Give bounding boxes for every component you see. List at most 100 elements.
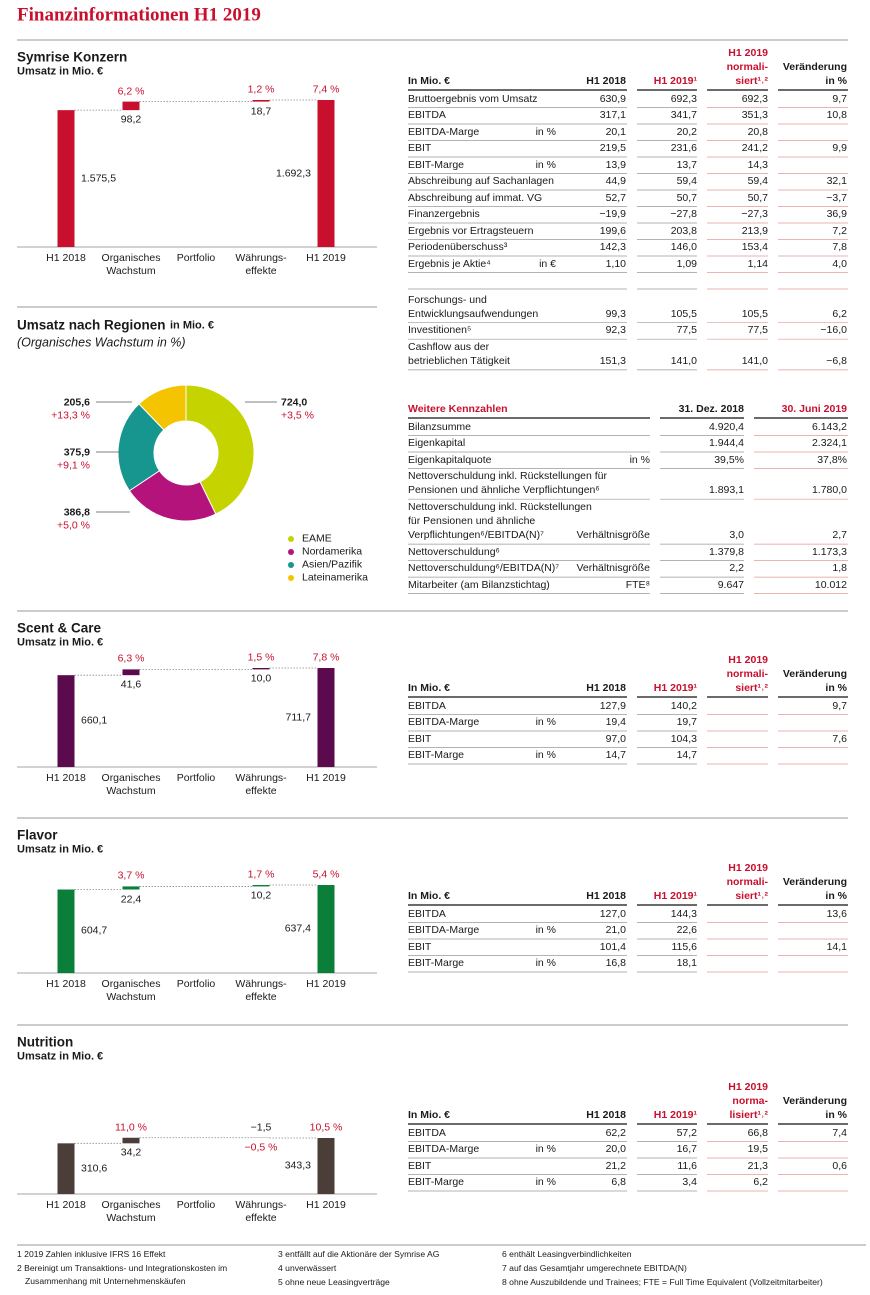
cell-value: 351,3 bbox=[741, 109, 768, 121]
cell-value: 14,7 bbox=[676, 749, 697, 761]
section-heading: Umsatz nach Regionen bbox=[17, 317, 166, 333]
footnote: 7 auf das Gesamtjahr umgerechnete EBITDA… bbox=[502, 1263, 687, 1273]
cell-value: 14,1 bbox=[826, 940, 847, 953]
value-label: 343,3 bbox=[284, 1159, 311, 1172]
cell-value: 57,2 bbox=[676, 1126, 697, 1139]
cell-value: 213,9 bbox=[741, 224, 768, 237]
x-category-label: H1 2019 bbox=[306, 1199, 346, 1211]
row-label: EBIT-Marge bbox=[408, 1176, 465, 1188]
cell-value: 105,5 bbox=[670, 307, 697, 320]
cell-value: 241,2 bbox=[741, 142, 768, 154]
donut-slice bbox=[185, 384, 255, 515]
section-heading: Nutrition bbox=[17, 1034, 74, 1050]
row-label: EBITDA-Marge bbox=[408, 125, 480, 138]
x-category-label: H1 2018 bbox=[46, 252, 86, 264]
cell-value: 19,4 bbox=[605, 716, 626, 728]
value-label: 205,6 bbox=[63, 396, 90, 409]
row-unit: in % bbox=[535, 716, 556, 728]
total-bar bbox=[317, 100, 335, 247]
cell-value: 99,3 bbox=[605, 307, 626, 320]
value-label: 604,7 bbox=[81, 924, 108, 937]
cell-value: 11,6 bbox=[677, 1159, 697, 1172]
cell-value: 9,7 bbox=[832, 92, 847, 105]
cell-value: 140,2 bbox=[670, 699, 697, 712]
delta-bar bbox=[122, 886, 140, 890]
table-header: H1 2019 normali- siert¹˒² bbox=[726, 47, 768, 87]
x-category-label: H1 2019 bbox=[306, 252, 346, 264]
row-unit: in % bbox=[535, 1176, 556, 1188]
cell-value: 341,7 bbox=[670, 109, 697, 121]
legend-swatch bbox=[288, 536, 294, 542]
cell-value: 7,2 bbox=[832, 224, 847, 237]
cell-value: 317,1 bbox=[599, 109, 626, 121]
cell-value: 7,6 bbox=[832, 732, 847, 745]
growth-label: +3,5 % bbox=[281, 409, 314, 422]
table-header: H1 2018 bbox=[586, 75, 626, 87]
growth-label: 7,8 % bbox=[312, 651, 340, 664]
growth-label: +13,3 % bbox=[51, 409, 90, 422]
row-label: Nettoverschuldung inkl. Rückstellungen f… bbox=[408, 470, 608, 497]
row-label: EBITDA bbox=[408, 907, 446, 920]
cell-value: 77,5 bbox=[676, 324, 697, 337]
value-label: 660,1 bbox=[81, 714, 108, 727]
row-label: Forschungs- und Entwicklungsaufwendungen bbox=[408, 293, 539, 320]
cell-value: 2,2 bbox=[729, 562, 744, 575]
value-label: 41,6 bbox=[120, 678, 142, 691]
cell-value: 66,8 bbox=[747, 1126, 768, 1139]
footnote: 8 ohne Auszubildende und Trainees; FTE =… bbox=[502, 1277, 823, 1287]
value-label: 1.692,3 bbox=[275, 167, 311, 179]
x-category-label: Währungs- effekte bbox=[235, 772, 287, 797]
row-label: EBITDA bbox=[408, 109, 446, 121]
cell-value: 142,3 bbox=[599, 241, 626, 253]
cell-value: 1.379,8 bbox=[708, 545, 744, 558]
x-category-label: Währungs- effekte bbox=[235, 1199, 287, 1224]
value-label: 310,6 bbox=[81, 1162, 108, 1175]
table-header: 31. Dez. 2018 bbox=[678, 403, 744, 415]
cell-value: 1,14 bbox=[747, 257, 768, 270]
cell-value: 7,8 bbox=[832, 241, 847, 253]
value-label: 18,7 bbox=[250, 105, 272, 118]
cell-value: 0,6 bbox=[832, 1159, 847, 1172]
cell-value: 20,0 bbox=[605, 1143, 626, 1155]
row-label: Eigenkapitalquote bbox=[408, 453, 492, 466]
delta-bar bbox=[122, 1137, 140, 1144]
growth-label: 7,4 % bbox=[312, 83, 340, 96]
cell-value: 1.780,0 bbox=[811, 484, 847, 497]
section-subheading: Umsatz in Mio. € bbox=[17, 636, 104, 649]
cell-value: −16,0 bbox=[820, 324, 847, 337]
cell-value: 16,7 bbox=[676, 1143, 697, 1155]
cell-value: 52,7 bbox=[605, 191, 626, 204]
value-label: −1,5 bbox=[250, 1121, 272, 1134]
row-label: EBITDA bbox=[408, 1126, 446, 1139]
donut-slice bbox=[138, 384, 187, 431]
cell-value: 1.893,1 bbox=[708, 484, 744, 497]
table-header: In Mio. € bbox=[408, 1109, 450, 1121]
section-heading: Symrise Konzern bbox=[17, 49, 128, 65]
cell-value: 6,2 bbox=[832, 307, 847, 320]
row-label: EBITDA-Marge bbox=[408, 716, 480, 728]
value-label: 1.575,5 bbox=[81, 172, 117, 185]
footnote: 4 unverwässert bbox=[278, 1263, 337, 1273]
row-label: EBIT bbox=[408, 1159, 432, 1172]
row-label: Bruttoergebnis vom Umsatz bbox=[408, 92, 538, 105]
total-bar bbox=[317, 668, 335, 767]
row-label: Ergebnis je Aktie⁴ bbox=[408, 257, 491, 270]
x-category-label: Währungs- effekte bbox=[235, 978, 287, 1003]
cell-value: 59,4 bbox=[747, 175, 768, 187]
row-label: Abschreibung auf immat. VG bbox=[408, 191, 543, 204]
cell-value: 13,6 bbox=[826, 907, 847, 920]
row-label: EBIT bbox=[408, 142, 432, 154]
row-label: EBITDA-Marge bbox=[408, 924, 480, 936]
value-label: 34,2 bbox=[120, 1146, 142, 1159]
cell-value: 16,8 bbox=[605, 957, 626, 969]
page-title: Finanzinformationen H1 2019 bbox=[17, 4, 261, 26]
footnote: 3 entfällt auf die Aktionäre der Symrise… bbox=[278, 1249, 440, 1259]
cell-value: 3,0 bbox=[729, 529, 744, 542]
section-heading: Scent & Care bbox=[17, 620, 102, 636]
cell-value: 62,2 bbox=[605, 1126, 626, 1139]
cell-value: 101,4 bbox=[599, 940, 626, 953]
x-category-label: H1 2018 bbox=[46, 772, 86, 784]
table-header: H1 2019¹ bbox=[653, 75, 697, 87]
